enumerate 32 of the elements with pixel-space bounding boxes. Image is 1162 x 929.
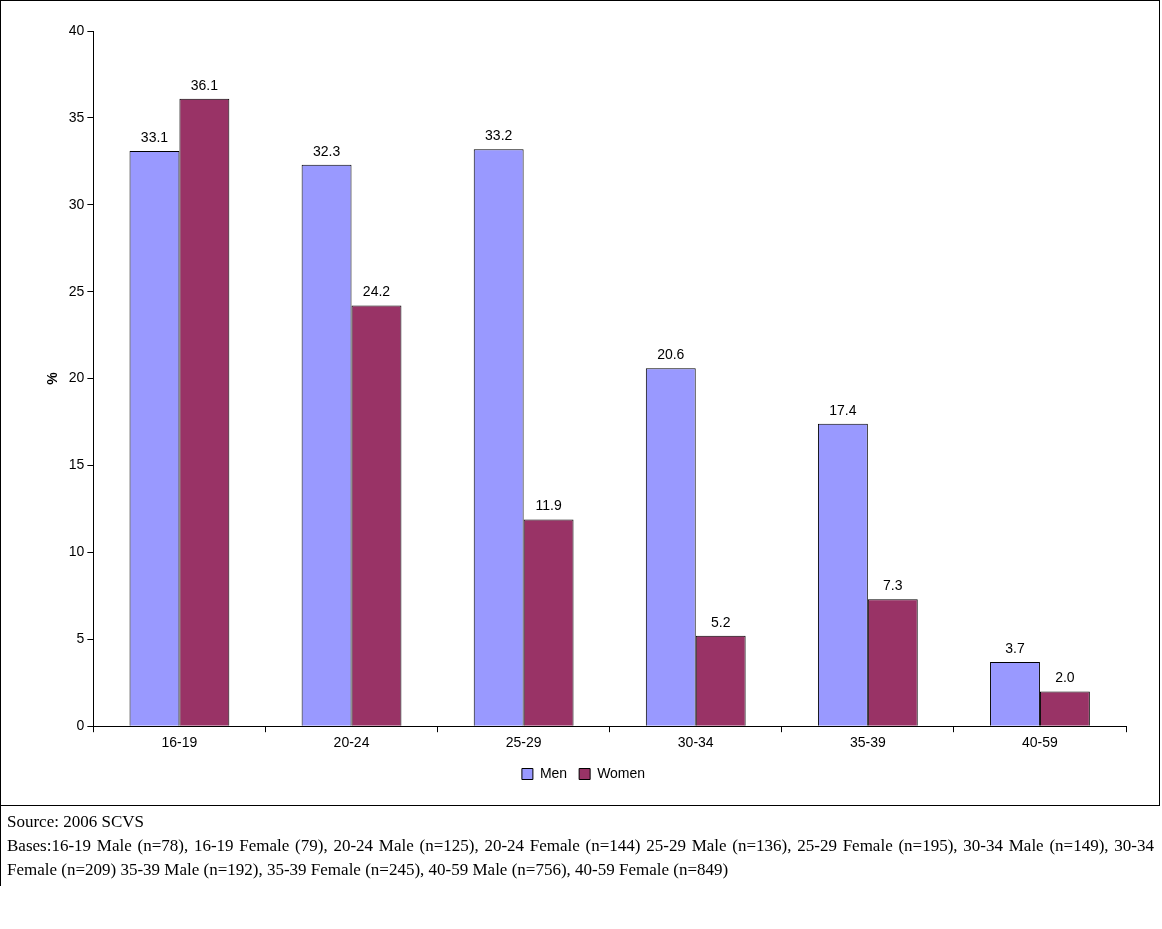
x-tick-label: 16-19 [161,734,198,751]
data-label: 17.4 [829,401,857,418]
y-tick-label: 25 [68,282,85,299]
y-tick-label: 40 [68,21,85,38]
y-tick-label: 15 [68,456,85,473]
text: Bases:16-19 Male (n=78), 16-19 Female (79), 20-24 Male (n=125), 20-24 Female (n=144) 25-29 Male (n=136), 25-29 Female (n=195), 30-34 Male (n=149), 30-34 Female (n=209) 35-39 Male (n=192), 35-39 Female (n=245), 40-59 Male (n=756), 40-59 Female (n=849) [7,835,1154,881]
y-tick-label: 35 [68,108,85,125]
data-label: 11.9 [535,497,562,514]
data-label: 2.0 [1055,669,1075,686]
x-tick-label: 25-29 [505,734,542,751]
x-tick-label: 30-34 [677,734,714,751]
source-note: Source: 2006 SCVS [7,811,145,833]
legend-label: Women [597,764,646,781]
legend-label: Men [539,764,568,781]
data-label: 36.1 [190,76,219,93]
y-tick-label: 10 [68,543,85,560]
y-tick-label: 30 [68,195,85,212]
data-label: 32.3 [312,142,341,159]
y-tick-label: 5 [76,630,85,647]
data-label: 33.2 [485,127,513,144]
data-label: 7.3 [883,577,903,594]
data-label: 33.1 [140,128,169,145]
data-label: 5.2 [710,613,731,630]
x-tick-label: 20-24 [333,734,370,751]
data-label: 24.2 [362,283,391,300]
data-label: 3.7 [1005,639,1025,656]
x-tick-label: 40-59 [1022,734,1059,751]
data-label: 20.6 [657,346,685,363]
y-axis-title: % [44,371,61,385]
y-tick-label: 0 [76,717,85,734]
y-tick-label: 20 [68,369,85,386]
x-tick-label: 35-39 [849,734,886,751]
